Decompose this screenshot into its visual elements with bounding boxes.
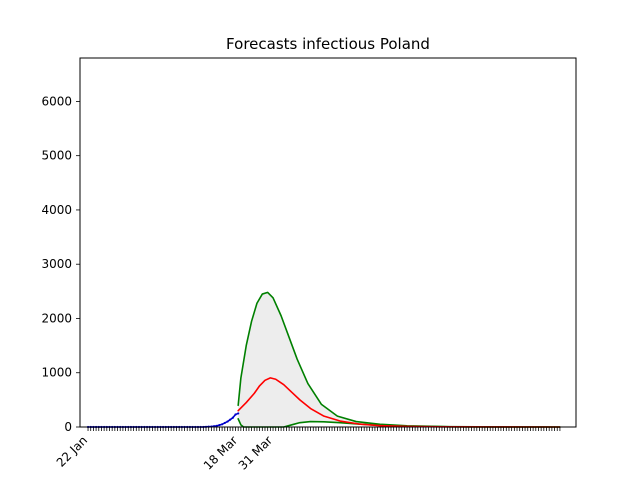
y-tick-label: 4000 (41, 203, 72, 217)
y-tick-label: 3000 (41, 257, 72, 271)
x-tick-label: 18 Mar (201, 433, 240, 472)
observed-point (215, 424, 218, 428)
series-line-forecast (237, 377, 561, 428)
y-tick-label: 5000 (41, 149, 72, 163)
observed-point (221, 423, 224, 426)
y-tick-label: 0 (64, 420, 72, 434)
plot-frame (79, 57, 577, 428)
y-tick-label: 1000 (41, 366, 72, 380)
observed-point (237, 412, 240, 415)
chart-title: Forecasts infectious Poland (226, 35, 430, 53)
x-tick-label: 31 Mar (236, 433, 275, 472)
y-tick-label: 2000 (41, 311, 72, 325)
y-tick-label: 6000 (41, 94, 72, 108)
x-tick-label: 22 Jan (54, 433, 90, 469)
observed-point (226, 420, 229, 423)
y-axis-ticks: 0 1000 2000 3000 4000 5000 6000 (41, 94, 80, 434)
observed-point (229, 418, 232, 421)
confidence-band (238, 292, 560, 427)
observed-point (218, 424, 221, 427)
confidence-band-area (238, 292, 560, 427)
observed-point (231, 416, 234, 419)
observed-point (223, 421, 226, 425)
series-line-observed (87, 412, 239, 428)
observed-point (234, 413, 237, 416)
